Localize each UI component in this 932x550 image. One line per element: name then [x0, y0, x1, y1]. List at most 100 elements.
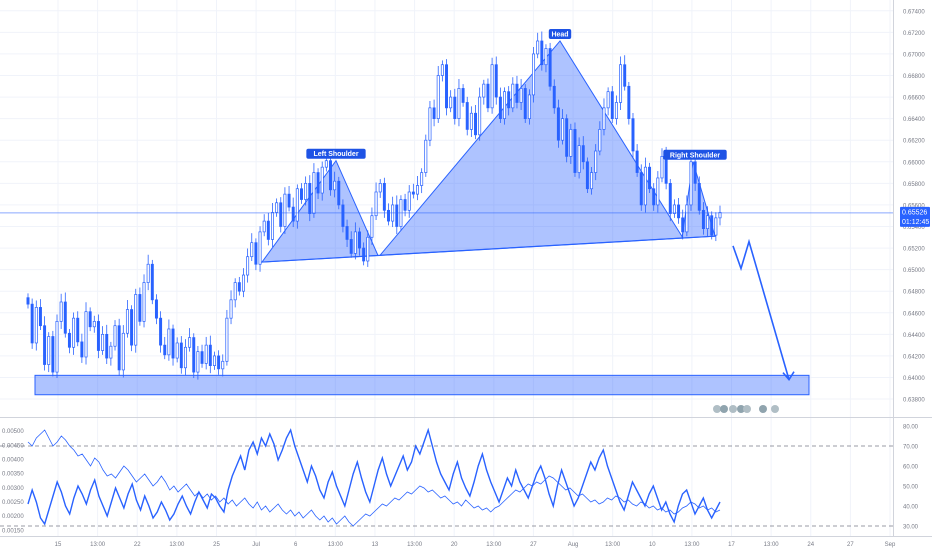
- candle: [175, 337, 179, 363]
- candle-body: [635, 150, 639, 173]
- candle: [697, 176, 701, 215]
- pattern-labels: Left Shoulder Head Right Shoulder: [306, 28, 727, 160]
- candle-body: [345, 226, 349, 240]
- candle-body: [96, 321, 100, 351]
- candle: [424, 134, 428, 177]
- time-tick-label: 13:00: [90, 542, 106, 548]
- candle-body: [30, 303, 34, 344]
- oscillator-left-tick-label: 0.00500: [2, 429, 24, 435]
- candle: [30, 298, 34, 349]
- candle: [519, 78, 523, 111]
- candle: [701, 202, 705, 235]
- candle: [594, 144, 598, 181]
- event-flag-icon[interactable]: [720, 405, 728, 413]
- right-shoulder-label-bg: [663, 149, 727, 160]
- candle: [681, 209, 685, 240]
- projection-path[interactable]: [732, 238, 790, 380]
- candle: [225, 309, 229, 366]
- candle-body: [424, 139, 428, 173]
- candle: [614, 95, 618, 125]
- candle-body: [163, 344, 167, 356]
- candle-body: [457, 88, 461, 119]
- candle: [440, 60, 444, 82]
- event-flag-icon[interactable]: [729, 405, 737, 413]
- candle-body: [262, 220, 266, 233]
- candle: [635, 144, 639, 177]
- candle: [26, 293, 30, 309]
- candle-body: [652, 188, 656, 206]
- candle: [333, 171, 337, 198]
- candle-body: [117, 325, 121, 371]
- candle: [432, 99, 436, 127]
- candle-body: [159, 317, 163, 346]
- candle: [192, 333, 196, 379]
- candle: [416, 176, 419, 201]
- candle-body: [374, 191, 378, 217]
- time-tick-label: 13:00: [764, 542, 780, 548]
- candle: [689, 157, 693, 211]
- price-tick-label: 0.65600: [903, 203, 925, 209]
- time-tick-label: 13:00: [328, 542, 344, 548]
- candle-body: [287, 193, 291, 208]
- candle-body: [329, 160, 332, 191]
- event-flag-icon[interactable]: [771, 405, 779, 413]
- price-tick-label: 0.66600: [903, 96, 925, 102]
- time-tick-label: 13:00: [407, 542, 423, 548]
- candle: [250, 233, 254, 262]
- candle-body: [92, 321, 96, 328]
- candle: [353, 222, 357, 260]
- candle-body: [121, 332, 125, 371]
- time-tick-label: 10: [649, 542, 656, 548]
- candle: [503, 87, 507, 125]
- event-flag-icon[interactable]: [759, 405, 767, 413]
- oscillator-right-tick-label: 40.00: [903, 505, 919, 511]
- neckline[interactable]: [261, 235, 716, 263]
- candle-body: [150, 263, 154, 301]
- event-icons[interactable]: [713, 405, 779, 413]
- left-shoulder-label-bg: [306, 148, 366, 159]
- candle: [229, 290, 233, 325]
- time-tick-label: 13: [372, 542, 379, 548]
- candle: [34, 300, 38, 351]
- candle: [540, 31, 544, 71]
- candle: [374, 182, 378, 221]
- time-axis[interactable]: 15 13:00 22 13:00 25 Jul 6 13:00 13 13:00 20 13:00 2…: [0, 536, 932, 549]
- candle-body: [436, 75, 440, 119]
- support-zone[interactable]: [34, 374, 810, 396]
- candle-body: [416, 185, 419, 195]
- candle-body: [225, 317, 229, 362]
- price-tick-label: 0.66400: [903, 117, 925, 123]
- candle-body: [275, 202, 279, 213]
- time-tick-label: 17: [728, 542, 735, 548]
- time-tick-label: 13:00: [486, 542, 502, 548]
- candle-body: [258, 231, 262, 265]
- candle: [130, 305, 134, 352]
- candle-body: [378, 183, 382, 193]
- candle-body: [84, 311, 88, 358]
- price-axis[interactable]: 0.67400 0.67200 0.67000 0.66800 0.66600 0.664…: [893, 0, 931, 536]
- candle-body: [631, 118, 635, 152]
- candle: [685, 195, 689, 237]
- candle-body: [175, 342, 179, 359]
- candle: [345, 219, 349, 247]
- event-flag-icon[interactable]: [737, 405, 745, 413]
- candle-body: [428, 107, 432, 141]
- projection-arrow[interactable]: [732, 238, 795, 381]
- candle: [660, 148, 664, 183]
- candle: [212, 351, 216, 370]
- time-axis-ticks: 15 13:00 22 13:00 25 Jul 6 13:00 13 13:00 20 13:00 2…: [55, 542, 896, 548]
- candle-body: [461, 88, 465, 103]
- time-tick-label: 27: [847, 542, 854, 548]
- candle-body: [300, 188, 303, 200]
- oscillator-left-tick-label: 0.00300: [2, 486, 24, 492]
- candle-body: [67, 332, 71, 348]
- candle: [105, 324, 109, 365]
- candle-body: [432, 107, 436, 119]
- candle: [511, 77, 515, 113]
- candle-body: [320, 166, 324, 194]
- event-flag-icon[interactable]: [713, 405, 721, 413]
- event-flag-icon[interactable]: [743, 405, 751, 413]
- candle: [532, 47, 536, 103]
- candle-body: [270, 212, 274, 240]
